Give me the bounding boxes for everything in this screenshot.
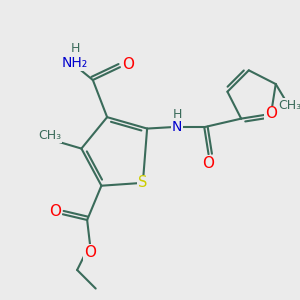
Text: N: N	[172, 120, 182, 134]
Text: H: H	[71, 42, 80, 55]
Text: NH₂: NH₂	[61, 56, 87, 70]
Text: O: O	[84, 245, 96, 260]
Text: S: S	[138, 176, 148, 190]
Text: O: O	[49, 204, 61, 219]
Text: O: O	[122, 57, 134, 72]
Text: H: H	[172, 108, 182, 121]
Text: CH₃: CH₃	[38, 129, 61, 142]
Text: O: O	[265, 106, 277, 122]
Text: O: O	[202, 156, 214, 171]
Text: CH₃: CH₃	[278, 99, 300, 112]
